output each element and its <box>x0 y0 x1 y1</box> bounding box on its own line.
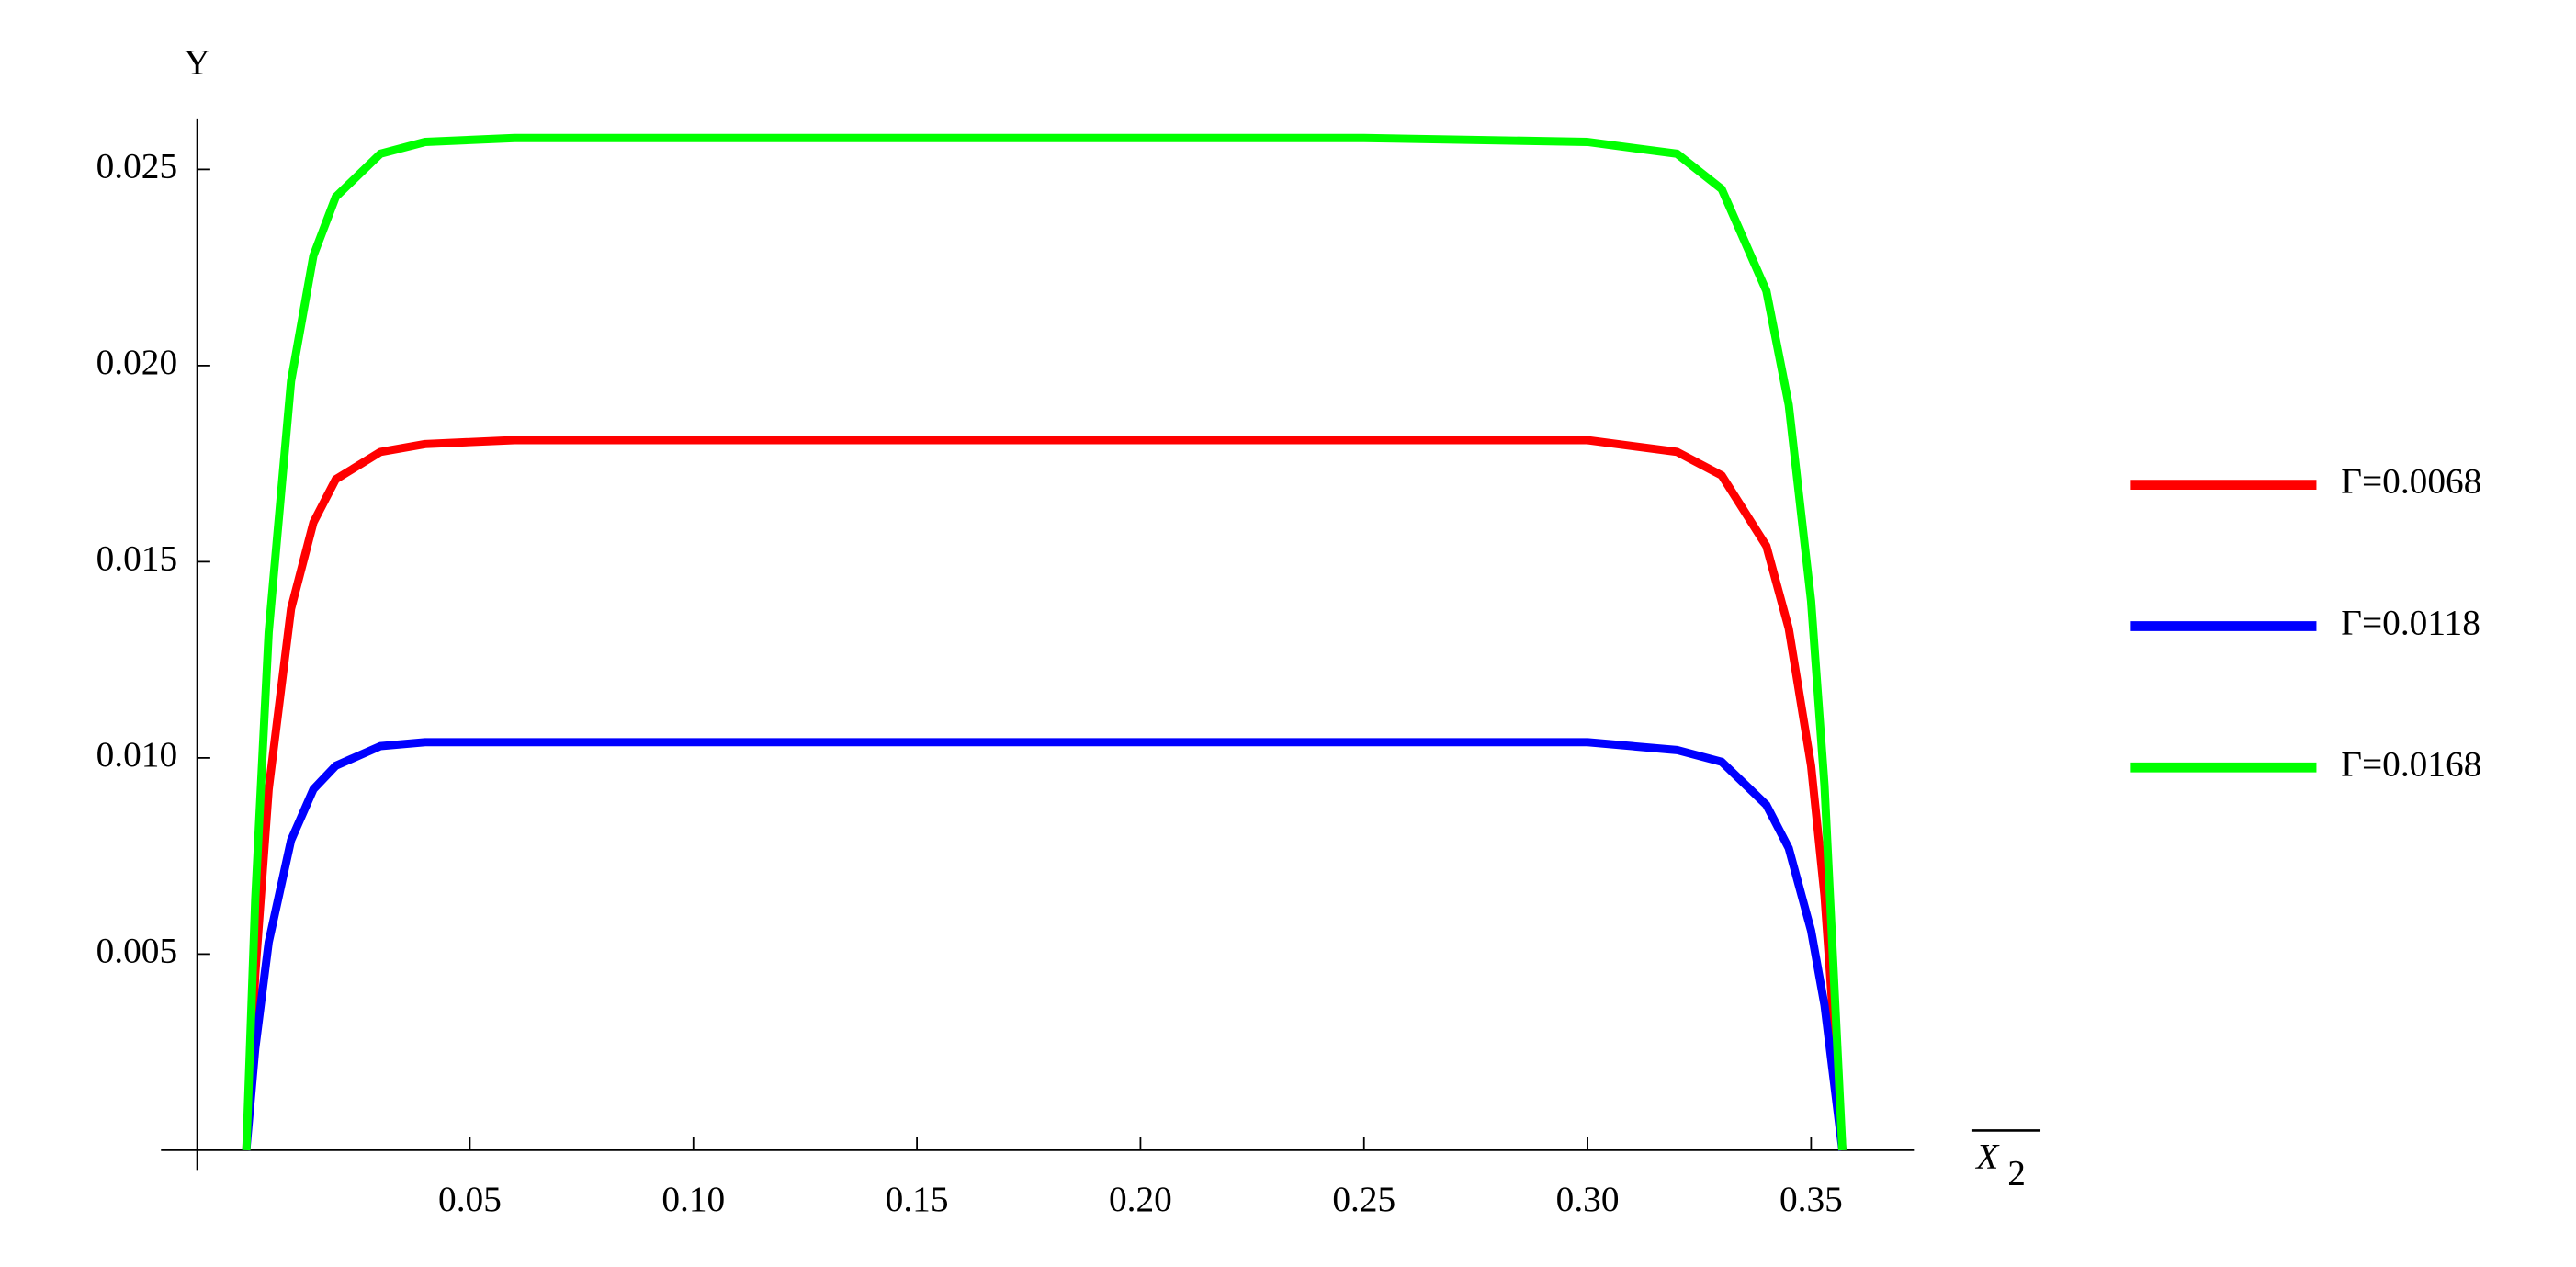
legend-label: Γ=0.0118 <box>2341 602 2480 642</box>
x-axis-label: X <box>1974 1137 2000 1177</box>
series-line <box>242 738 1847 1151</box>
x-tick-label: 0.30 <box>1556 1179 1620 1219</box>
legend-label: Γ=0.0068 <box>2341 461 2481 502</box>
y-tick-label: 0.005 <box>96 930 178 970</box>
x-axis-label-subscript: 2 <box>2007 1153 2026 1193</box>
y-axis-label: Υ <box>184 42 209 83</box>
y-tick-label: 0.020 <box>96 342 178 382</box>
y-tick-label: 0.010 <box>96 734 178 775</box>
x-tick-label: 0.10 <box>661 1179 725 1219</box>
x-tick-label: 0.25 <box>1332 1179 1395 1219</box>
x-tick-label: 0.20 <box>1109 1179 1172 1219</box>
y-tick-label: 0.025 <box>96 145 178 186</box>
series-line <box>242 133 1847 1151</box>
x-tick-label: 0.15 <box>886 1179 949 1219</box>
legend-label: Γ=0.0168 <box>2341 743 2481 784</box>
y-tick-label: 0.015 <box>96 537 178 578</box>
x-tick-label: 0.35 <box>1779 1179 1843 1219</box>
x-tick-label: 0.05 <box>438 1179 502 1219</box>
series-line <box>242 436 1847 1151</box>
